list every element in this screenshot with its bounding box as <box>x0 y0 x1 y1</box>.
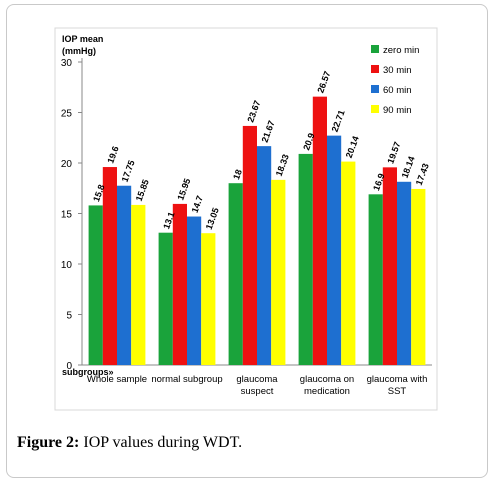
x-tick-label: Whole sample <box>87 374 147 385</box>
legend-label: 90 min <box>383 105 412 116</box>
bar <box>397 181 412 365</box>
bar <box>257 146 272 365</box>
caption-text: IOP values during WDT. <box>83 434 243 451</box>
bar <box>312 96 327 365</box>
x-tick-label: glaucoma on <box>300 374 354 385</box>
x-tick-label: medication <box>304 386 350 397</box>
y-tick-label: 15 <box>61 210 73 221</box>
legend-swatch <box>371 65 379 73</box>
bar <box>201 233 216 365</box>
y-tick-label: 20 <box>61 159 73 170</box>
x-tick-label: glaucoma with <box>367 374 428 385</box>
legend-swatch <box>371 105 379 113</box>
y-tick-label: 25 <box>61 109 73 120</box>
x-tick-label: SST <box>388 386 407 397</box>
y-tick-label: 10 <box>61 260 73 271</box>
legend-label: zero min <box>383 45 419 56</box>
x-axis-title: subgroups» <box>62 367 114 377</box>
figure-caption: Figure 2: IOP values during WDT. <box>17 434 242 452</box>
legend-label: 30 min <box>383 65 412 76</box>
bar <box>187 216 202 365</box>
bar <box>131 204 146 365</box>
x-tick-label: glaucoma <box>236 374 278 385</box>
bar <box>117 185 132 365</box>
bar <box>172 203 187 365</box>
x-tick-label: suspect <box>241 386 274 397</box>
bar <box>382 167 397 365</box>
y-axis-title: IOP mean <box>62 34 103 44</box>
y-tick-label: 0 <box>66 361 72 372</box>
bar <box>411 188 426 365</box>
y-axis-title: (mmHg) <box>62 46 96 56</box>
legend-swatch <box>371 45 379 53</box>
legend-label: 60 min <box>383 85 412 96</box>
bar <box>368 194 383 365</box>
bar <box>341 161 356 365</box>
y-tick-label: 30 <box>61 58 73 69</box>
bar <box>242 125 257 365</box>
caption-label: Figure 2: <box>17 434 80 451</box>
data-label: 18 <box>231 168 244 181</box>
bar <box>271 179 286 365</box>
bar <box>228 183 243 365</box>
bar <box>102 167 117 365</box>
bar <box>327 135 342 365</box>
legend-swatch <box>371 85 379 93</box>
x-tick-label: normal subgroup <box>151 374 222 385</box>
bar <box>298 153 313 365</box>
bar <box>158 232 173 365</box>
y-tick-label: 5 <box>66 311 72 322</box>
bar <box>88 205 103 365</box>
